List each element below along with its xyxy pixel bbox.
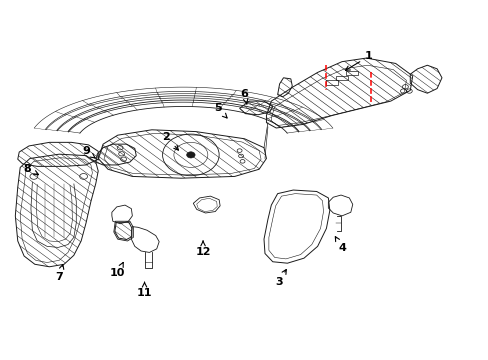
Text: 9: 9 [82, 146, 95, 158]
Polygon shape [409, 65, 441, 93]
Circle shape [186, 152, 195, 158]
Text: 12: 12 [195, 241, 210, 257]
Text: 3: 3 [274, 270, 285, 287]
Text: 2: 2 [163, 132, 178, 150]
Polygon shape [15, 154, 98, 267]
Polygon shape [18, 142, 98, 166]
Polygon shape [115, 222, 132, 239]
Text: 7: 7 [55, 265, 63, 282]
Text: 11: 11 [137, 282, 152, 298]
Polygon shape [98, 130, 266, 178]
Polygon shape [277, 78, 292, 97]
Polygon shape [239, 101, 272, 115]
Text: 10: 10 [110, 262, 125, 278]
Polygon shape [266, 58, 412, 128]
Polygon shape [96, 144, 136, 165]
Bar [345, 71, 357, 75]
Bar [335, 76, 347, 80]
Text: 8: 8 [23, 164, 39, 175]
Bar [326, 80, 337, 85]
Text: 6: 6 [240, 89, 248, 104]
Text: 5: 5 [213, 103, 226, 118]
Text: 4: 4 [335, 237, 345, 253]
Text: 1: 1 [345, 51, 372, 70]
